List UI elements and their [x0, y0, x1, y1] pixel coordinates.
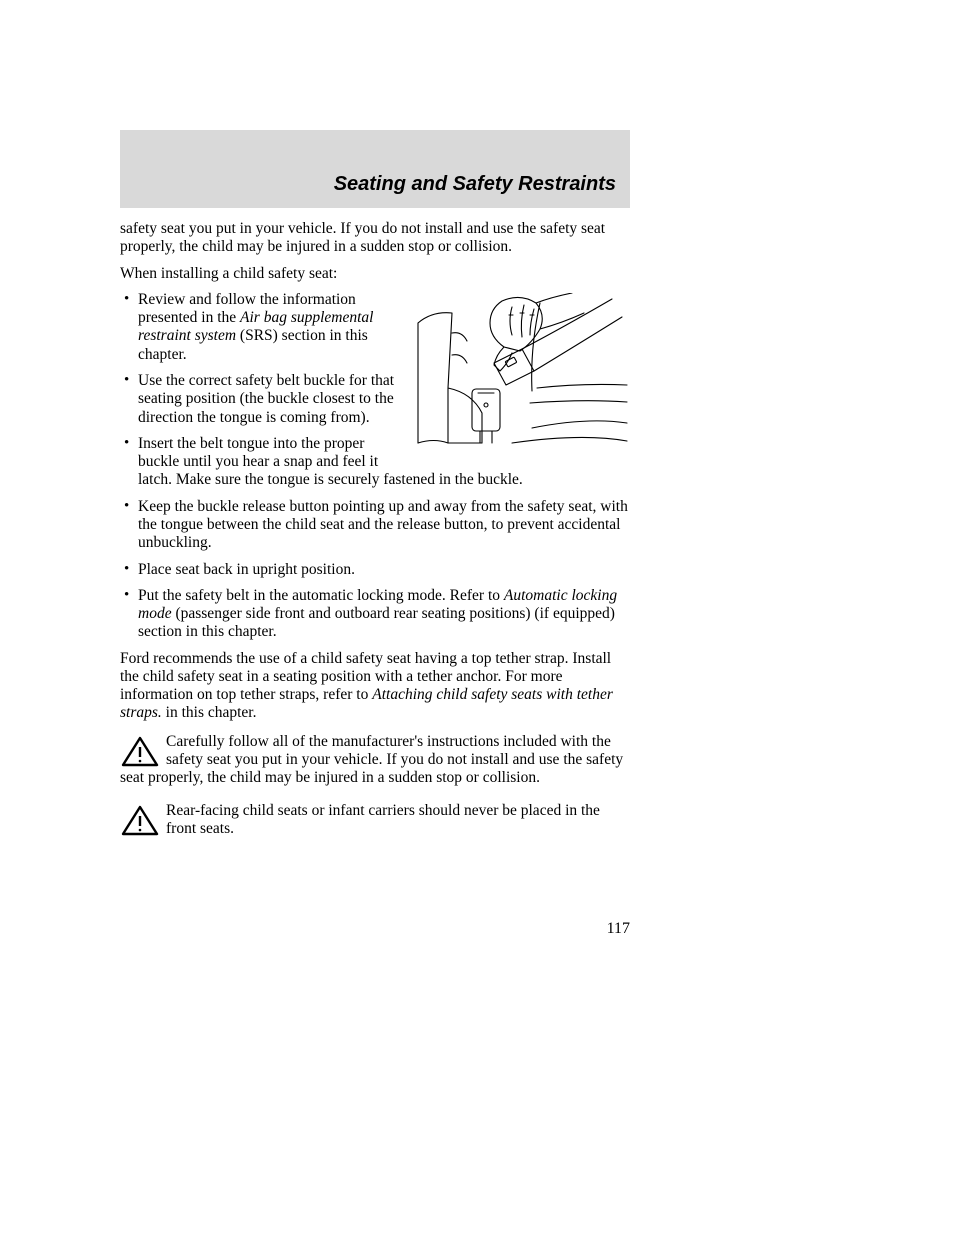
install-steps-list: Review and follow the information presen… — [120, 291, 630, 642]
tether-paragraph: Ford recommends the use of a child safet… — [120, 650, 630, 723]
list-item: Keep the buckle release button pointing … — [120, 498, 630, 553]
bullet-text-pre: Insert the belt tongue into the proper b… — [138, 435, 523, 489]
page-number: 117 — [0, 920, 630, 938]
list-item: Review and follow the information presen… — [120, 291, 630, 364]
intro-lead: When installing a child safety seat: — [120, 265, 630, 283]
warning-text: Rear-facing child seats or infant carrie… — [166, 802, 600, 837]
warning-text: Carefully follow all of the manufacturer… — [120, 733, 623, 787]
list-item: Use the correct safety belt buckle for t… — [120, 372, 630, 427]
bullet-text-pre: Use the correct safety belt buckle for t… — [138, 372, 394, 426]
intro-paragraph: safety seat you put in your vehicle. If … — [120, 220, 630, 257]
section-header-bar: Seating and Safety Restraints — [120, 130, 630, 208]
tether-post: in this chapter. — [162, 704, 257, 721]
warning-triangle-icon — [120, 804, 160, 838]
section-title: Seating and Safety Restraints — [334, 173, 616, 196]
list-item: Place seat back in upright position. — [120, 561, 630, 579]
bullet-text-pre: Put the safety belt in the automatic loc… — [138, 587, 504, 604]
warning-callout: Carefully follow all of the manufacturer… — [120, 733, 630, 788]
bullet-text-pre: Keep the buckle release button pointing … — [138, 498, 628, 552]
bullet-text-pre: Place seat back in upright position. — [138, 561, 355, 578]
list-item: Insert the belt tongue into the proper b… — [120, 435, 630, 490]
list-item: Put the safety belt in the automatic loc… — [120, 587, 630, 642]
page-content: safety seat you put in your vehicle. If … — [120, 220, 630, 838]
warning-callout: Rear-facing child seats or infant carrie… — [120, 802, 630, 839]
bullet-text-post: (passenger side front and outboard rear … — [138, 605, 615, 640]
warning-triangle-icon — [120, 735, 160, 769]
